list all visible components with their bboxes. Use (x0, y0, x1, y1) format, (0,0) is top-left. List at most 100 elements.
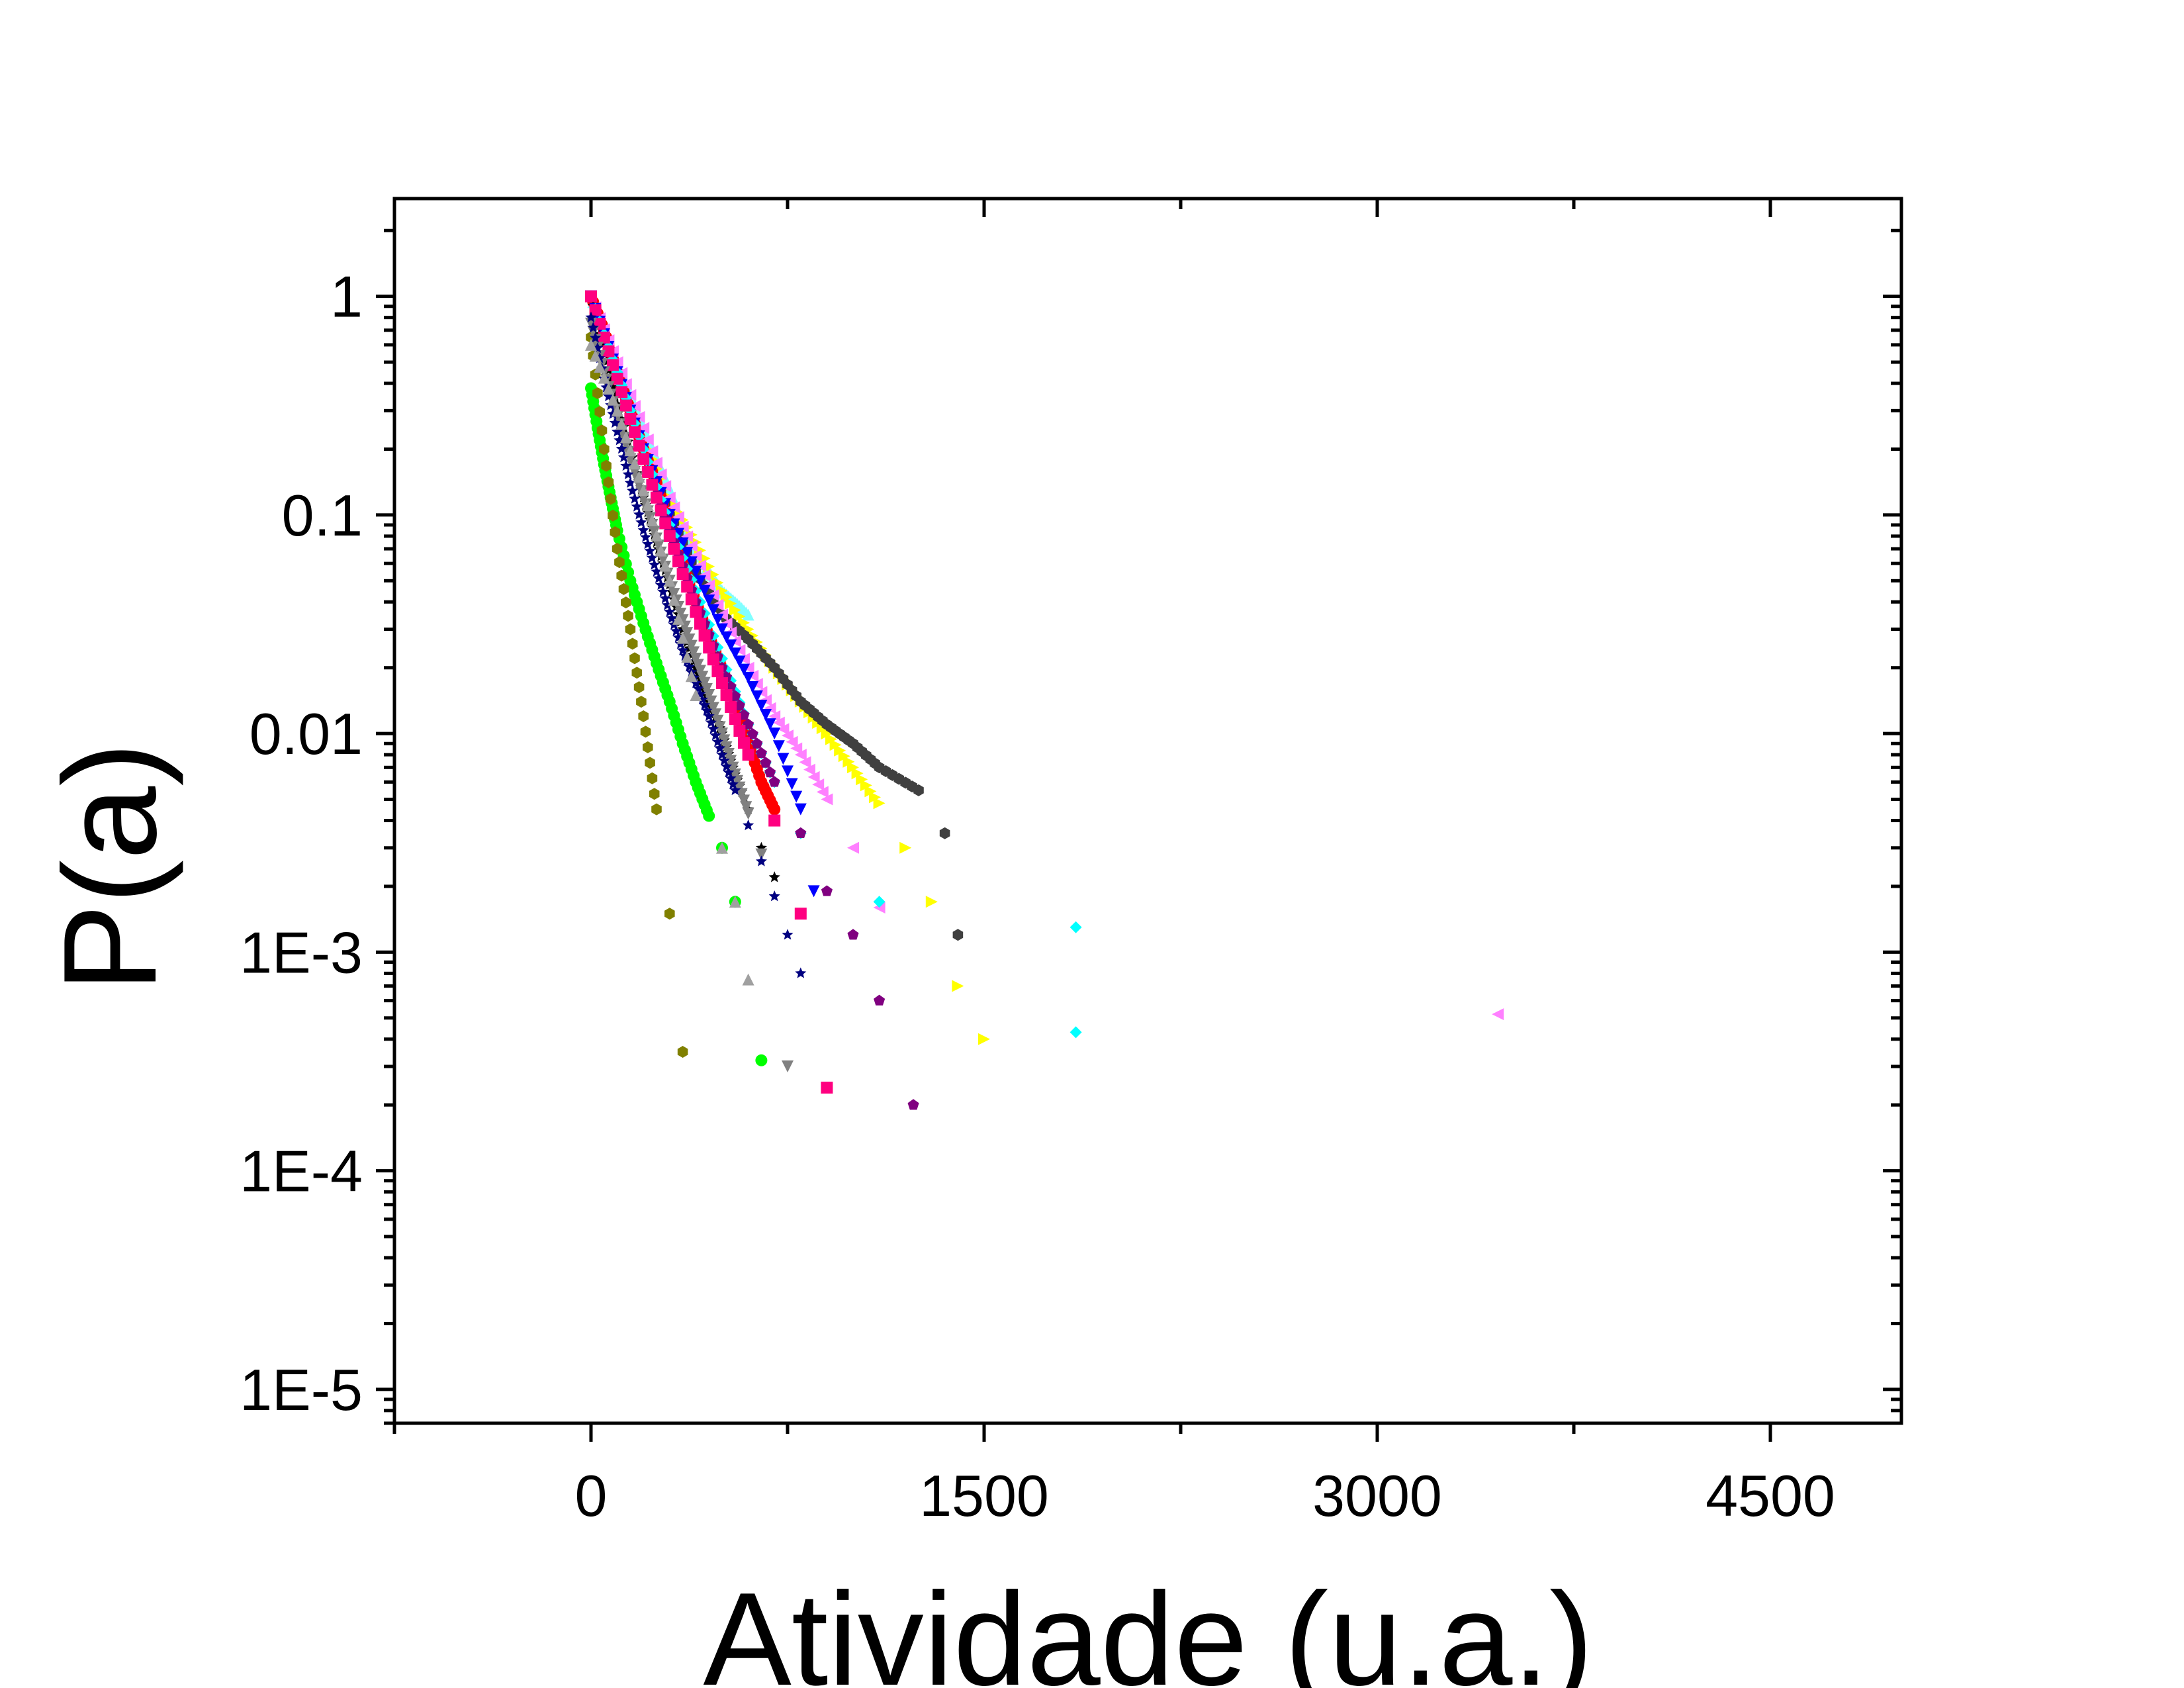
data-point (605, 492, 616, 505)
data-point (742, 671, 754, 684)
data-point (655, 579, 667, 590)
data-point (1492, 1008, 1504, 1021)
data-point (619, 431, 632, 444)
data-point (651, 529, 662, 541)
y-tick-label: 0.01 (250, 701, 363, 767)
data-point (742, 661, 754, 674)
data-point (768, 890, 780, 902)
data-point (707, 604, 719, 616)
data-point (607, 359, 619, 371)
data-point (585, 338, 597, 351)
data-point (729, 896, 741, 908)
data-point (873, 797, 886, 810)
data-point (681, 627, 694, 639)
data-point (794, 908, 807, 920)
data-point (751, 737, 763, 749)
data-point (1069, 1026, 1082, 1039)
data-point (610, 526, 621, 538)
data-point (659, 559, 672, 572)
data-point (641, 465, 654, 478)
x-tick-label: 0 (575, 1463, 608, 1528)
data-point (668, 594, 680, 606)
data-point (633, 440, 645, 452)
data-point (672, 555, 684, 568)
data-point (939, 827, 950, 839)
data-point (690, 653, 702, 665)
x-axis-title: Atividade (u.a.) (703, 1566, 1593, 1688)
data-point (821, 727, 833, 740)
data-point (633, 508, 645, 520)
data-point (782, 929, 794, 940)
data-point (653, 572, 664, 584)
data-point (925, 896, 938, 908)
data-point (599, 443, 610, 455)
data-point (768, 803, 781, 816)
data-point (694, 665, 706, 677)
data-point (847, 761, 859, 774)
data-point (698, 677, 711, 689)
data-point (760, 709, 772, 722)
data-point (816, 786, 829, 798)
data-point (729, 604, 741, 616)
data-point (651, 491, 662, 504)
data-point (703, 641, 715, 654)
data-point (703, 688, 715, 701)
data-point (598, 371, 610, 384)
data-point (842, 755, 855, 768)
data-point (655, 504, 667, 517)
y-axis-title: P(a) (36, 742, 184, 992)
data-point (639, 531, 652, 542)
data-point (653, 539, 665, 552)
data-point (655, 468, 667, 481)
data-point (768, 871, 780, 882)
data-point (698, 585, 711, 597)
data-point (696, 671, 709, 683)
data-point (1069, 921, 1082, 933)
data-point (655, 544, 667, 557)
data-point (621, 596, 631, 609)
data-point (676, 632, 689, 644)
data-point (821, 885, 833, 896)
data-point (952, 929, 964, 941)
data-point (690, 549, 702, 562)
data-point (589, 350, 602, 362)
data-point (677, 1045, 688, 1058)
data-point (720, 741, 733, 753)
data-point (716, 727, 728, 740)
data-point (786, 778, 798, 790)
data-point (615, 386, 628, 399)
data-point (725, 639, 737, 651)
data-point (659, 480, 672, 492)
data-point (587, 322, 599, 333)
data-point (816, 722, 829, 735)
data-point (681, 581, 694, 593)
y-tick-label: 1E-3 (240, 919, 363, 985)
data-point (585, 290, 597, 303)
data-point (611, 373, 623, 385)
data-point (978, 1033, 990, 1045)
data-point (676, 537, 689, 549)
data-point (747, 680, 759, 693)
data-point (676, 520, 689, 533)
data-point (622, 468, 634, 480)
data-point (729, 784, 741, 796)
data-point (631, 500, 643, 512)
data-point (760, 757, 772, 768)
data-point (624, 444, 637, 457)
data-point (688, 646, 700, 659)
data-point (664, 908, 675, 920)
data-point (807, 885, 820, 898)
data-point (812, 778, 825, 791)
data-point (782, 1060, 794, 1073)
data-point (603, 476, 614, 489)
data-point (847, 929, 859, 940)
data-point (725, 701, 737, 714)
data-point (873, 896, 886, 908)
data-point (635, 516, 647, 528)
data-point (633, 471, 645, 483)
data-point (777, 723, 790, 735)
data-point (764, 766, 776, 778)
data-point (645, 757, 655, 769)
data-point (638, 710, 649, 722)
data-point (643, 741, 653, 753)
